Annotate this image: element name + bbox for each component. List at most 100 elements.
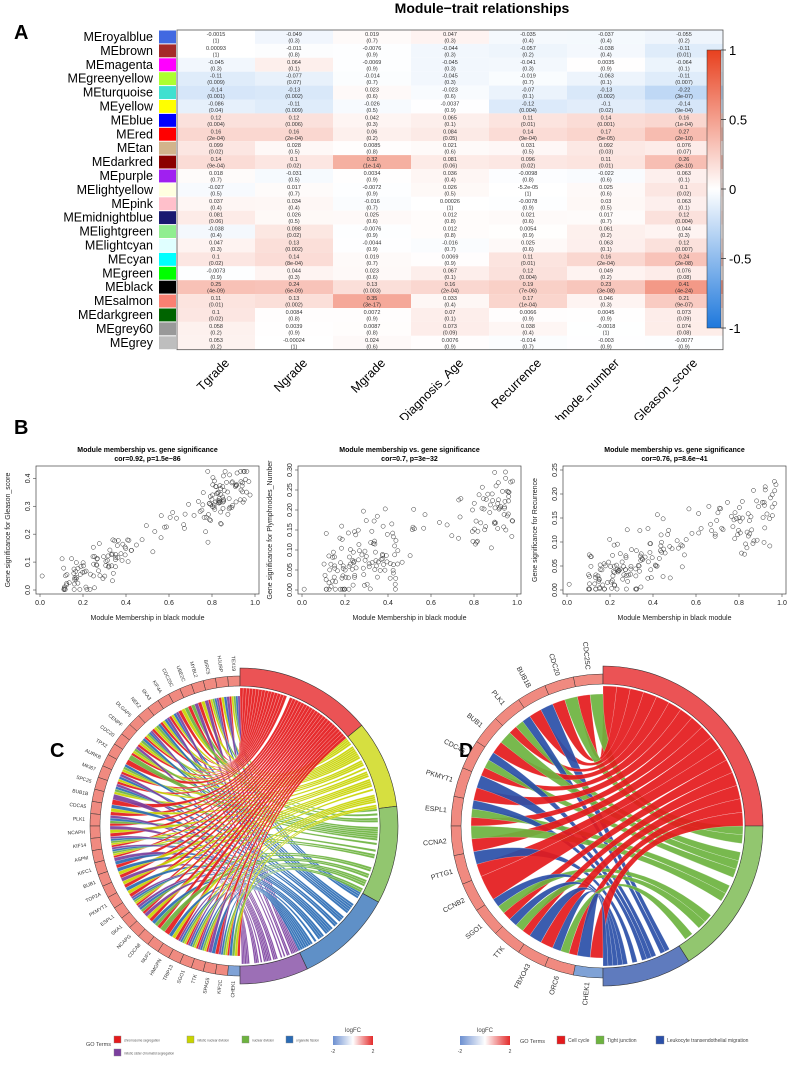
gene-label: NEK2 [129,696,142,710]
scatter-point [215,498,221,503]
scatter-point [110,551,115,557]
chord-ribbon [201,865,366,952]
cell-pvalue: (0.4) [600,39,611,45]
cell-value: 0.24 [289,282,300,288]
module-color-swatch [159,252,176,266]
chord-ribbon [109,825,271,962]
legend-swatch [186,1035,195,1044]
cell-value: 0.16 [211,129,222,135]
logfc-colorbar [333,1036,373,1045]
row-label: MEpurple [100,169,154,183]
gene-label: UBE2C [174,665,186,683]
scatter-point [754,537,760,543]
cell-pvalue: (1) [213,52,220,58]
scatter-point [122,552,128,558]
cell-value: 0.064 [287,60,301,66]
x-tick-label: 0.6 [426,600,436,607]
panel-label-a: A [14,22,29,44]
cell-value: 0.11 [523,254,533,260]
cell-value: 0.35 [367,296,378,302]
heatmap-cell [333,252,411,267]
heatmap-cell [567,321,645,336]
scatter-point [503,475,508,481]
scatter-point [221,488,227,493]
cell-pvalue: (0.6) [600,191,611,197]
scatter-point [240,480,245,486]
scatter-point [611,542,617,548]
heatmap-cell [489,85,567,100]
scatter-point [628,566,634,572]
cell-value: -0.003 [598,338,614,344]
cell-pvalue: (4e-09) [207,289,225,295]
cell-pvalue: (1e-04) [675,122,693,128]
heatmap-cell [489,99,567,114]
chord-ribbon [540,785,741,949]
scatter-point [239,483,245,489]
scatter-point [380,551,385,557]
cell-value: 0.12 [523,268,534,274]
scatter-point [370,541,376,546]
colorbar-tick-label: 0.5 [729,113,747,128]
gene-label: BUB1 [465,712,484,729]
cell-pvalue: (6e-09) [285,289,303,295]
x-axis-label: Module Membership in black module [618,615,732,622]
scatter-point [348,547,353,552]
scatter-point [181,522,187,527]
scatter-point [769,504,775,510]
cell-pvalue: (0.6) [366,275,377,281]
scatter-point [342,586,348,592]
cell-value: 0.12 [679,213,690,219]
scatter-point [139,537,145,543]
cell-value: 0.16 [289,129,300,135]
module-color-swatch [159,44,176,58]
cell-value: 0.099 [209,143,223,149]
cell-value: 0.13 [367,282,378,288]
cell-value: 0.16 [679,115,690,121]
heatmap-cell [177,99,255,114]
scatter-point [747,518,752,524]
x-tick-label: 0.0 [297,600,307,607]
scatter-point [387,561,393,566]
gene-label: CDC20 [99,724,116,739]
heatmap-cell [177,238,255,253]
y-tick-label: 0.25 [287,483,294,497]
scatter-point [762,502,767,508]
heatmap-cell [255,43,333,58]
heatmap-cell [177,266,255,281]
scatter-point [64,580,70,586]
scatter-point [658,548,663,553]
cell-value: -0.22 [678,88,691,94]
heatmap-cell [645,308,723,322]
cell-pvalue: (9e-04) [519,136,537,142]
cell-pvalue: (0.5) [522,150,533,156]
scatter-point [362,548,368,554]
term-arc [602,945,690,987]
scatter-point [731,517,737,523]
heatmap-cell [489,335,567,350]
cell-pvalue: (0.2) [210,330,221,336]
cell-pvalue: (3e-10) [675,164,693,170]
cell-value: 0.1 [212,310,220,316]
cell-pvalue: (0.2) [678,39,689,45]
scatter-point [485,491,491,497]
heatmap-cell [333,294,411,308]
cell-pvalue: (0.5) [366,108,377,114]
heatmap-cell [411,266,489,281]
scatter-point [90,544,96,550]
heatmap-cell [489,127,567,142]
cell-pvalue: (0.08) [677,330,692,336]
cell-pvalue: (3e-07) [675,94,693,100]
scatter-point [150,549,156,555]
scatter-point [660,574,666,579]
row-label: MEbrown [100,44,153,58]
scatter-point [143,523,149,528]
scatter-point [330,578,335,584]
scatter-point [107,547,113,553]
scatter-point [509,534,515,539]
cell-value: 0.25 [211,282,222,288]
cell-pvalue: (0.8) [444,219,455,225]
scatter-point [470,538,476,544]
cell-pvalue: (0.9) [444,261,455,267]
cell-pvalue: (0.4) [210,205,221,211]
scatter-point [393,538,399,543]
